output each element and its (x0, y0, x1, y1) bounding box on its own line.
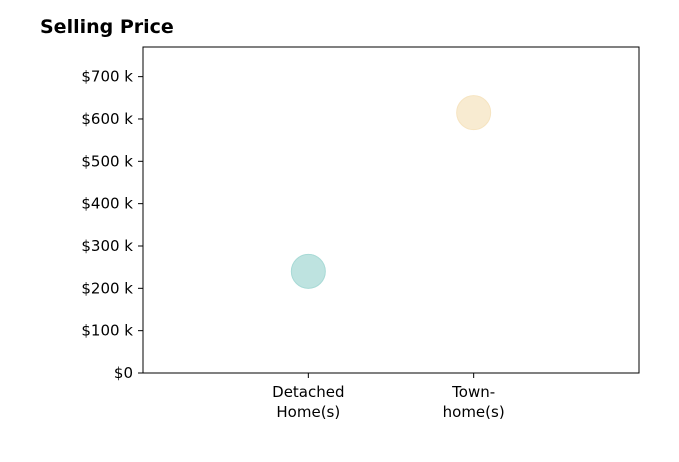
y-tick-label: $200 k (81, 279, 133, 297)
y-tick-label: $500 k (81, 152, 133, 170)
y-tick-label: $300 k (81, 237, 133, 255)
chart-title: Selling Price (40, 16, 174, 38)
y-tick-label: $700 k (81, 68, 133, 86)
y-tick-label: $0 (114, 364, 133, 382)
x-tick-label: Town-home(s) (443, 383, 505, 421)
x-axis: Detached Home(s) Town-home(s) (272, 373, 505, 421)
x-tick-label: Detached Home(s) (272, 383, 344, 421)
y-axis: $0 $100 k $200 k $300 k $400 k $500 k $600 k $7… (81, 68, 143, 382)
y-tick-label: $100 k (81, 322, 133, 340)
y-tick-label: $400 k (81, 195, 133, 213)
y-tick-label: $600 k (81, 110, 133, 128)
plot-frame (142, 46, 640, 374)
data-point (290, 253, 326, 289)
data-points (290, 95, 492, 289)
data-point (456, 95, 492, 131)
